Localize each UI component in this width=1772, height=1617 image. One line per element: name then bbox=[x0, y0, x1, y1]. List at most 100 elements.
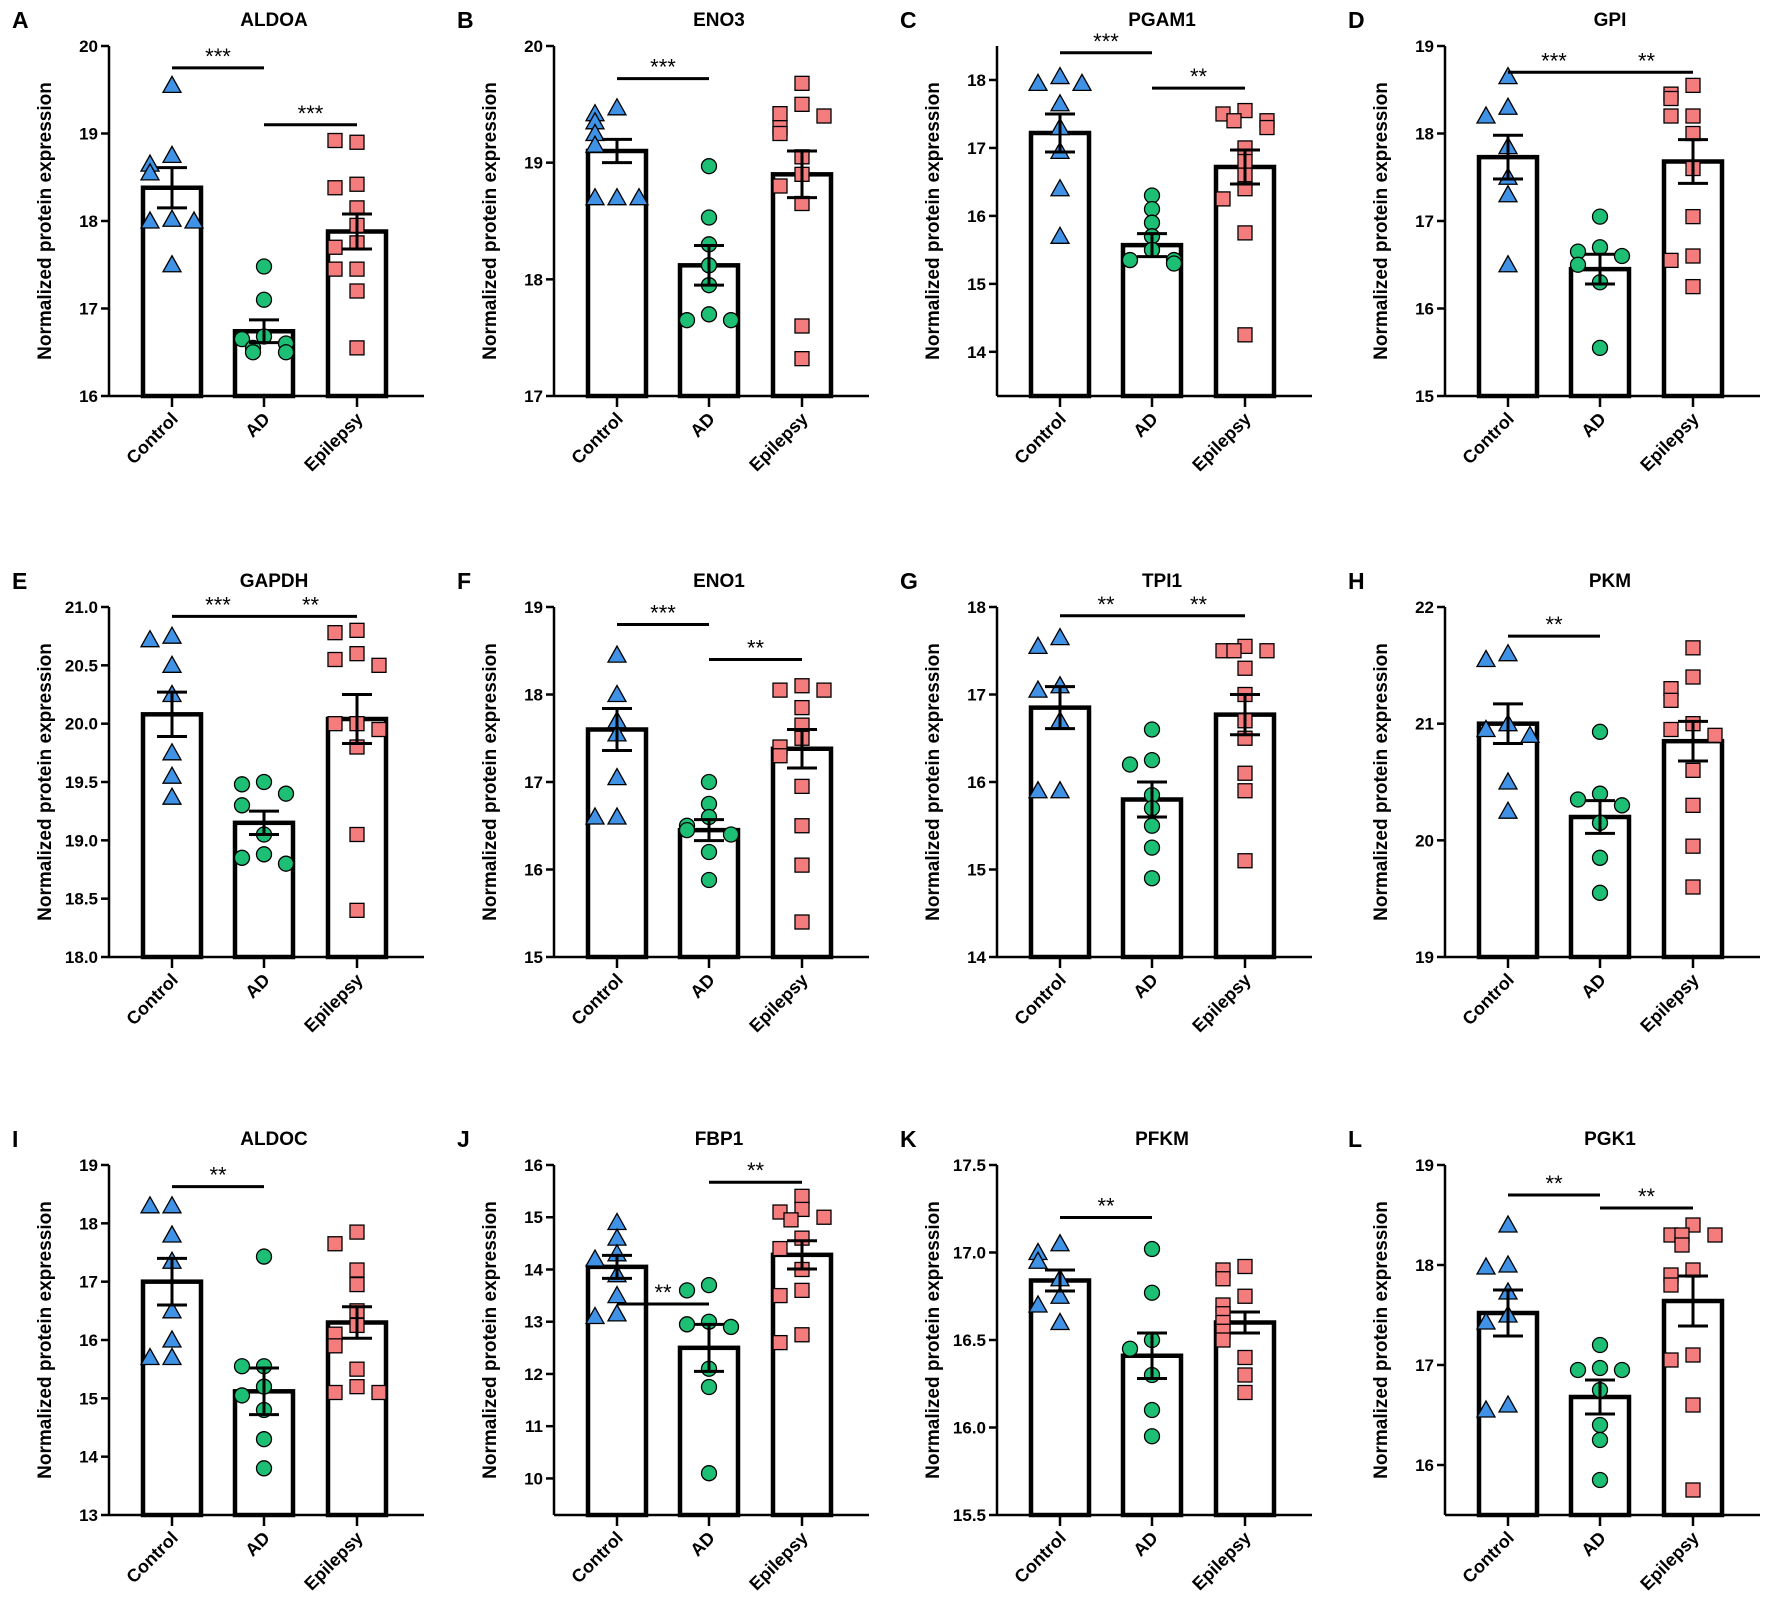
data-point-control bbox=[606, 1303, 628, 1322]
data-point-epilepsy bbox=[1685, 77, 1701, 94]
data-point-ad bbox=[255, 1248, 273, 1265]
y-tick-label: 16 bbox=[79, 387, 98, 406]
data-point-ad bbox=[255, 258, 273, 275]
y-tick-label: 20 bbox=[524, 37, 543, 56]
y-tick-label: 18.0 bbox=[65, 948, 98, 967]
data-point-ad bbox=[255, 1431, 273, 1448]
data-point-epilepsy bbox=[327, 651, 343, 668]
panel-title: ENO1 bbox=[693, 571, 745, 592]
data-point-ad bbox=[1121, 1340, 1139, 1357]
y-tick-label: 19 bbox=[524, 598, 543, 617]
panel-title: PFKM bbox=[1135, 1129, 1189, 1150]
y-tick-label: 19 bbox=[524, 154, 543, 173]
bar-epilepsy bbox=[1213, 712, 1277, 960]
data-point-epilepsy bbox=[349, 646, 365, 662]
y-tick-label: 19.5 bbox=[65, 773, 98, 792]
data-point-ad bbox=[1591, 884, 1609, 901]
data-point-ad bbox=[1143, 1284, 1161, 1301]
data-point-epilepsy bbox=[1685, 1397, 1701, 1413]
y-tick-label: 16 bbox=[524, 1156, 543, 1175]
x-tick-label: Epilepsy bbox=[1636, 409, 1702, 475]
bar-ad bbox=[232, 1389, 296, 1518]
panel-letter: H bbox=[1348, 568, 1365, 594]
data-point-control bbox=[584, 806, 606, 825]
data-point-ad bbox=[244, 344, 262, 361]
y-tick-label: 19 bbox=[79, 125, 98, 144]
data-point-epilepsy bbox=[1685, 108, 1701, 124]
data-point-ad bbox=[277, 344, 295, 361]
y-axis-label: Normalized protein expression bbox=[1371, 1201, 1392, 1479]
y-axis-label: Normalized protein expression bbox=[480, 1201, 501, 1479]
x-tick-label: AD bbox=[241, 409, 274, 442]
data-point-epilepsy bbox=[772, 178, 788, 194]
significance-label: *** bbox=[1093, 29, 1119, 54]
y-axis-label: Normalized protein expression bbox=[480, 643, 501, 921]
data-point-epilepsy bbox=[1259, 643, 1275, 659]
data-point-epilepsy bbox=[1685, 879, 1701, 895]
data-point-epilepsy bbox=[349, 1276, 365, 1293]
data-point-epilepsy bbox=[1685, 1482, 1701, 1498]
y-tick-label: 16.5 bbox=[953, 1331, 986, 1350]
y-axis-label: Normalized protein expression bbox=[923, 82, 944, 360]
data-point-control bbox=[584, 134, 606, 153]
data-point-control bbox=[1071, 73, 1093, 92]
data-point-ad bbox=[700, 1465, 718, 1482]
y-tick-label: 15 bbox=[1415, 387, 1434, 406]
y-tick-label: 11 bbox=[525, 1417, 543, 1436]
data-point-ad bbox=[700, 773, 718, 791]
x-tick-label: AD bbox=[686, 1528, 719, 1561]
data-point-control bbox=[606, 767, 628, 786]
data-point-control bbox=[1497, 1214, 1519, 1233]
y-tick-label: 14 bbox=[524, 1260, 543, 1279]
panel-b: B ENO3 Normalized protein expression 17 18 19… bbox=[457, 7, 869, 475]
data-point-control bbox=[161, 742, 183, 761]
panel-title: ALDOA bbox=[240, 10, 308, 31]
x-tick-label: Control bbox=[122, 970, 181, 1029]
y-tick-label: 16 bbox=[524, 861, 543, 880]
panel-c: C PGAM1 Normalized protein expression 14 15 1… bbox=[900, 7, 1312, 475]
data-point-epilepsy bbox=[1685, 762, 1701, 778]
bar-ad bbox=[232, 820, 296, 960]
x-tick-label: Control bbox=[567, 1528, 626, 1587]
data-point-epilepsy bbox=[794, 1327, 810, 1343]
y-tick-label: 18 bbox=[967, 71, 986, 90]
x-tick-label: Control bbox=[1458, 1528, 1517, 1587]
significance-label: *** bbox=[298, 101, 324, 126]
data-point-ad bbox=[1143, 870, 1161, 887]
data-point-control bbox=[606, 806, 628, 825]
x-tick-label: Control bbox=[1458, 970, 1517, 1029]
data-point-control bbox=[1049, 1312, 1071, 1331]
x-tick-label: Control bbox=[1010, 970, 1069, 1029]
y-tick-label: 16 bbox=[967, 207, 986, 226]
y-tick-label: 13 bbox=[524, 1313, 543, 1332]
y-tick-label: 19 bbox=[1415, 1156, 1434, 1175]
panel-letter: F bbox=[457, 568, 471, 594]
data-point-control bbox=[1049, 1233, 1071, 1252]
data-point-ad bbox=[700, 843, 718, 861]
data-point-control bbox=[606, 1212, 628, 1231]
y-axis-label: Normalized protein expression bbox=[35, 1201, 56, 1479]
data-point-control bbox=[1497, 771, 1519, 790]
panel-letter: A bbox=[12, 7, 29, 33]
significance-label: ** bbox=[747, 1158, 765, 1183]
data-point-epilepsy bbox=[794, 351, 810, 367]
data-point-control bbox=[584, 1306, 606, 1325]
significance-label: *** bbox=[650, 601, 676, 626]
y-tick-label: 21 bbox=[1415, 715, 1434, 734]
data-point-ad bbox=[1121, 756, 1139, 773]
data-point-epilepsy bbox=[327, 1384, 343, 1401]
x-tick-label: AD bbox=[1577, 409, 1610, 442]
y-tick-label: 21.0 bbox=[65, 598, 98, 617]
data-point-ad bbox=[1143, 839, 1161, 856]
y-axis-label: Normalized protein expression bbox=[923, 1201, 944, 1479]
data-point-epilepsy bbox=[794, 1188, 810, 1204]
data-point-ad bbox=[233, 1358, 251, 1375]
significance-label: ** bbox=[1545, 612, 1563, 637]
data-point-epilepsy bbox=[1663, 108, 1679, 124]
data-point-epilepsy bbox=[1215, 191, 1231, 207]
data-point-ad bbox=[1143, 200, 1161, 218]
bar-epilepsy bbox=[325, 1320, 389, 1518]
data-point-control bbox=[139, 1195, 161, 1214]
panel-title: FBP1 bbox=[695, 1129, 744, 1150]
x-tick-label: AD bbox=[241, 970, 274, 1003]
